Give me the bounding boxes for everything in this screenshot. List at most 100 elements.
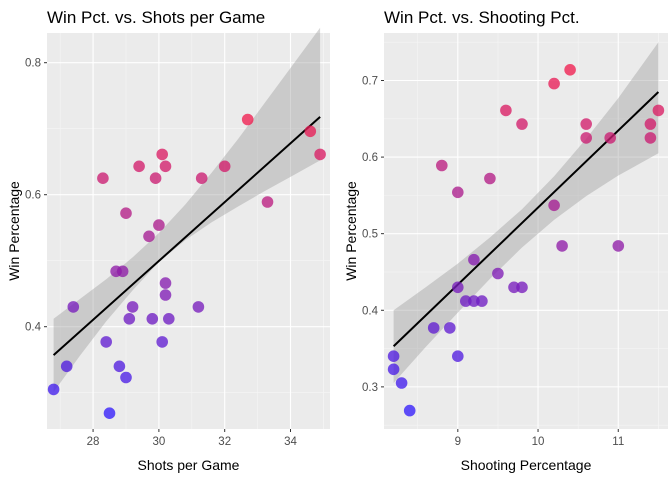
data-point: [149, 172, 162, 184]
x-tick-labels: 9 10 11: [455, 429, 624, 448]
x-tick-label: 34: [284, 436, 297, 448]
data-point: [67, 301, 80, 313]
data-point: [516, 281, 528, 294]
data-point: [452, 281, 464, 294]
data-point: [644, 118, 657, 130]
data-point: [97, 172, 109, 184]
data-point: [468, 253, 480, 266]
y-tick-label: 0.8: [25, 58, 41, 70]
data-point: [100, 336, 112, 348]
data-point: [159, 289, 172, 301]
data-point: [133, 160, 145, 173]
data-point: [163, 313, 175, 325]
x-tick-label: 28: [87, 436, 100, 448]
data-point: [156, 336, 168, 348]
data-point: [47, 383, 60, 396]
x-tick-labels: 28 30 32 34: [87, 429, 298, 448]
shooting-chart-panel: Win Pct. vs. Shooting Pct. 0.30.40.50.60…: [343, 8, 668, 473]
data-point: [304, 125, 317, 138]
y-tick-label: 0.3: [362, 382, 378, 394]
x-tick-label: 10: [532, 436, 545, 448]
data-point: [113, 360, 126, 373]
data-point: [192, 301, 205, 313]
data-point: [241, 113, 254, 126]
data-point: [604, 132, 616, 144]
plot-background: [47, 33, 330, 429]
data-point: [403, 404, 416, 417]
data-point: [126, 301, 139, 313]
data-point: [387, 363, 400, 376]
y-axis-label: Win Percentage: [343, 181, 359, 281]
data-point: [261, 196, 274, 208]
data-point: [195, 172, 208, 184]
data-point: [452, 186, 464, 199]
data-point: [612, 240, 625, 252]
data-point: [146, 313, 159, 325]
data-points: [387, 64, 665, 417]
data-points: [47, 113, 326, 420]
data-point: [652, 104, 665, 117]
data-point: [492, 267, 504, 280]
data-point: [120, 207, 132, 219]
data-point: [580, 118, 592, 130]
shots-chart-panel: Win Pct. vs. Shots per Game 0.4 0.6 0.8 28…: [6, 8, 330, 473]
regression-line: [52, 116, 321, 356]
data-point: [395, 377, 408, 389]
data-point: [556, 240, 568, 252]
confidence-band-area: [53, 27, 321, 392]
data-point: [159, 160, 172, 173]
data-point: [120, 371, 132, 384]
plot-background: [384, 33, 668, 429]
gridlines: [384, 33, 668, 429]
data-point: [387, 350, 400, 363]
y-tick-label: 0.4: [25, 322, 42, 334]
x-tick-label: 9: [455, 436, 461, 448]
data-point: [548, 77, 560, 90]
data-point: [153, 219, 165, 231]
trend-line: [52, 116, 321, 356]
x-axis-label: Shooting Percentage: [461, 457, 592, 473]
data-point: [484, 172, 496, 185]
data-point: [452, 350, 464, 363]
data-point: [548, 199, 560, 212]
data-point: [427, 322, 440, 334]
y-tick-label: 0.7: [362, 75, 378, 87]
data-point: [444, 322, 456, 334]
data-point: [159, 277, 172, 289]
confidence-band: [393, 42, 659, 383]
data-point: [508, 281, 520, 294]
y-tick-label: 0.6: [25, 190, 41, 202]
y-tick-label: 0.4: [362, 305, 379, 317]
y-tick-label: 0.6: [362, 152, 378, 164]
data-point: [314, 148, 326, 161]
x-tick-label: 11: [612, 436, 624, 448]
y-tick-label: 0.5: [362, 229, 378, 241]
y-axis-label: Win Percentage: [6, 181, 22, 281]
chart-title: Win Pct. vs. Shots per Game: [47, 8, 265, 27]
data-point: [644, 132, 657, 144]
data-point: [156, 148, 168, 161]
data-point: [436, 159, 448, 172]
gridlines: [47, 33, 330, 429]
confidence-band: [53, 27, 321, 392]
data-point: [500, 104, 512, 117]
data-point: [476, 295, 488, 307]
confidence-band-area: [393, 42, 659, 383]
data-point: [468, 295, 480, 307]
x-tick-label: 30: [152, 436, 165, 448]
data-point: [580, 132, 592, 144]
data-point: [218, 160, 231, 173]
chart-title: Win Pct. vs. Shooting Pct.: [384, 8, 580, 27]
x-axis-label: Shots per Game: [138, 457, 240, 473]
data-point: [564, 64, 576, 76]
y-tick-labels: 0.4 0.6 0.8: [25, 58, 47, 334]
data-point: [103, 407, 116, 420]
x-tick-label: 32: [218, 436, 231, 448]
y-tick-labels: 0.3 0.4 0.5 0.6 0.7: [362, 75, 384, 394]
data-point: [143, 230, 155, 243]
data-point: [60, 360, 73, 373]
data-point: [516, 118, 528, 130]
data-point: [123, 313, 136, 325]
data-point: [460, 295, 472, 307]
